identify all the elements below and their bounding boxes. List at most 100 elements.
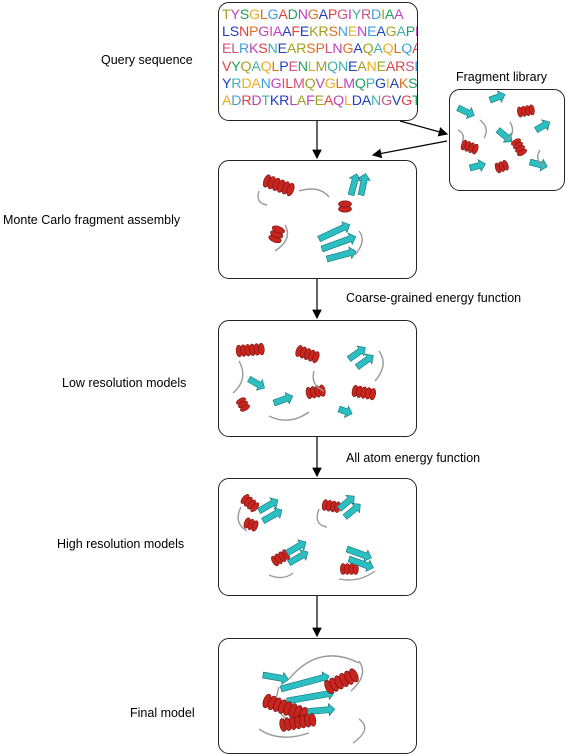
label-final-model: Final model: [130, 706, 195, 720]
helix-segment: [340, 563, 359, 575]
helix-turn: [312, 351, 320, 364]
strand-segment: [320, 232, 357, 253]
strand-segment: [357, 173, 371, 196]
strand-segment: [337, 405, 353, 418]
helix-segment: [236, 397, 250, 412]
helix-segment: [351, 384, 377, 401]
strand-arrow: [279, 671, 330, 693]
strand-segment: [287, 549, 309, 567]
loop-segment: [457, 119, 545, 167]
strand-arrow: [346, 345, 366, 362]
helix-segment: [243, 517, 259, 532]
strand-arrow: [534, 119, 551, 134]
helix-segment: [324, 668, 359, 694]
strand-arrow: [345, 545, 372, 563]
loop-segment: [232, 350, 384, 421]
label-monte-carlo-assembly: Monte Carlo fragment assembly: [3, 213, 181, 227]
helix-segment: [460, 139, 479, 155]
loop-segment: [237, 506, 376, 581]
strand-segment: [345, 545, 372, 563]
strand-segment: [285, 539, 307, 557]
strand-arrow: [347, 173, 362, 197]
strand-segment: [346, 345, 366, 362]
sequence-line: VYQAQLPENLMQNEANEARSEN: [222, 58, 417, 75]
strand-arrow: [320, 232, 357, 253]
helix-segment: [494, 160, 509, 174]
strand-arrow: [347, 555, 374, 573]
strand-arrow: [342, 503, 361, 520]
helix-turn: [251, 520, 259, 532]
helix-turn: [338, 200, 352, 208]
helix-segment: [517, 104, 535, 118]
strand-segment: [347, 555, 374, 573]
query-sequence-box: TYSGLGADNGAPGIYRDIAA LSNPGIAAFEKRSNENEAGA…: [218, 2, 418, 121]
strand-segment: [317, 221, 351, 243]
label-fragment-library: Fragment library: [456, 70, 547, 84]
label-high-resolution-models: High resolution models: [57, 537, 185, 551]
assembly-box: [218, 160, 417, 279]
helix-segment: [279, 713, 317, 732]
label-query-sequence: Query sequence: [101, 53, 193, 67]
helix-segment: [511, 138, 527, 157]
strand-arrow: [325, 246, 357, 263]
helix-turn: [472, 143, 479, 155]
sequence-text: TYSGLGADNGAPGIYRDIAA LSNPGIAAFEKRSNENEAGA…: [222, 7, 417, 110]
helix-segment: [235, 342, 265, 358]
strand-segment: [495, 127, 513, 143]
high-resolution-box: [218, 478, 417, 596]
label-all-atom-energy: All atom energy function: [346, 451, 481, 465]
sequence-line: TYSGLGADNGAPGIYRDIAA: [222, 7, 404, 23]
helix-segment: [262, 693, 308, 722]
strand-segment: [342, 503, 361, 520]
strand-segment: [354, 353, 374, 370]
strand-segment: [272, 391, 294, 407]
strand-arrow: [488, 90, 506, 104]
high-resolution-models-image: [237, 494, 376, 581]
strand-segment: [534, 119, 551, 134]
helix-turn: [271, 225, 285, 234]
arrow-library-to-assembly: [371, 140, 448, 159]
arrow-query-to-library: [399, 120, 449, 137]
fragment-library-box: [449, 89, 565, 191]
strand-segment: [262, 671, 290, 686]
strand-arrow: [247, 375, 265, 391]
strand-segment: [488, 90, 506, 104]
strand-arrow: [272, 391, 294, 407]
strand-arrow: [468, 158, 486, 172]
helix-turn: [349, 668, 359, 683]
strand-arrow: [495, 127, 513, 143]
helix-segment: [268, 225, 285, 244]
helix-turn: [258, 342, 265, 356]
final-model-image: [258, 655, 366, 744]
final-model-box: [218, 638, 417, 754]
strand-arrow: [528, 158, 548, 172]
helix-segment: [240, 494, 260, 513]
strand-arrow: [357, 173, 371, 196]
label-low-resolution-models: Low resolution models: [62, 376, 187, 390]
helix-segment: [262, 174, 295, 197]
strand-arrow: [336, 495, 355, 512]
strand-segment: [247, 375, 265, 391]
helix-turn: [240, 404, 250, 412]
strand-arrow: [257, 497, 279, 515]
loop-segment: [258, 718, 366, 744]
strand-segment: [279, 671, 330, 693]
helix-turn: [286, 183, 295, 197]
strand-segment: [456, 104, 475, 120]
helix-segment: [305, 384, 326, 400]
helix-turn: [502, 160, 509, 171]
helix-segment: [295, 345, 320, 364]
strand-segment: [336, 495, 355, 512]
helix-turn: [250, 502, 260, 513]
helix-turn: [369, 388, 377, 401]
sequence-line: LSNPGIAAFEKRSNENEAGAPP: [222, 24, 417, 41]
strand-arrow: [317, 221, 351, 243]
strand-arrow: [337, 405, 353, 418]
strand-arrow: [285, 539, 307, 557]
helix-turn: [308, 713, 317, 727]
strand-segment: [468, 158, 486, 172]
strand-segment: [325, 246, 357, 263]
strand-arrow: [262, 671, 290, 686]
strand-segment: [528, 158, 548, 172]
